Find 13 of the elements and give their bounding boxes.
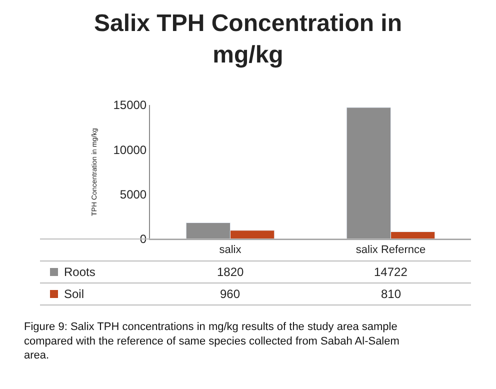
legend-label: Roots [64,265,96,279]
y-tick-label: 10000 [113,142,147,157]
y-tick-label: 15000 [113,98,147,112]
data-label: 810 [381,287,402,301]
x-tick-label: salix Refernce [356,244,426,256]
x-tick-label: salix [219,244,242,256]
legend-label: Soil [64,287,84,301]
data-label: 960 [220,287,240,301]
chart-title: Salix TPH Concentration in mg/kg [94,10,402,68]
caption: Figure 9: Salix TPH concentrations in mg/kg results of the study area sample compared with the reference of same species collected from Sabah Al-Salem area. [24,321,400,362]
data-label: 14722 [374,265,408,279]
y-tick-label: 5000 [120,188,147,202]
data-label: 1820 [217,265,244,279]
